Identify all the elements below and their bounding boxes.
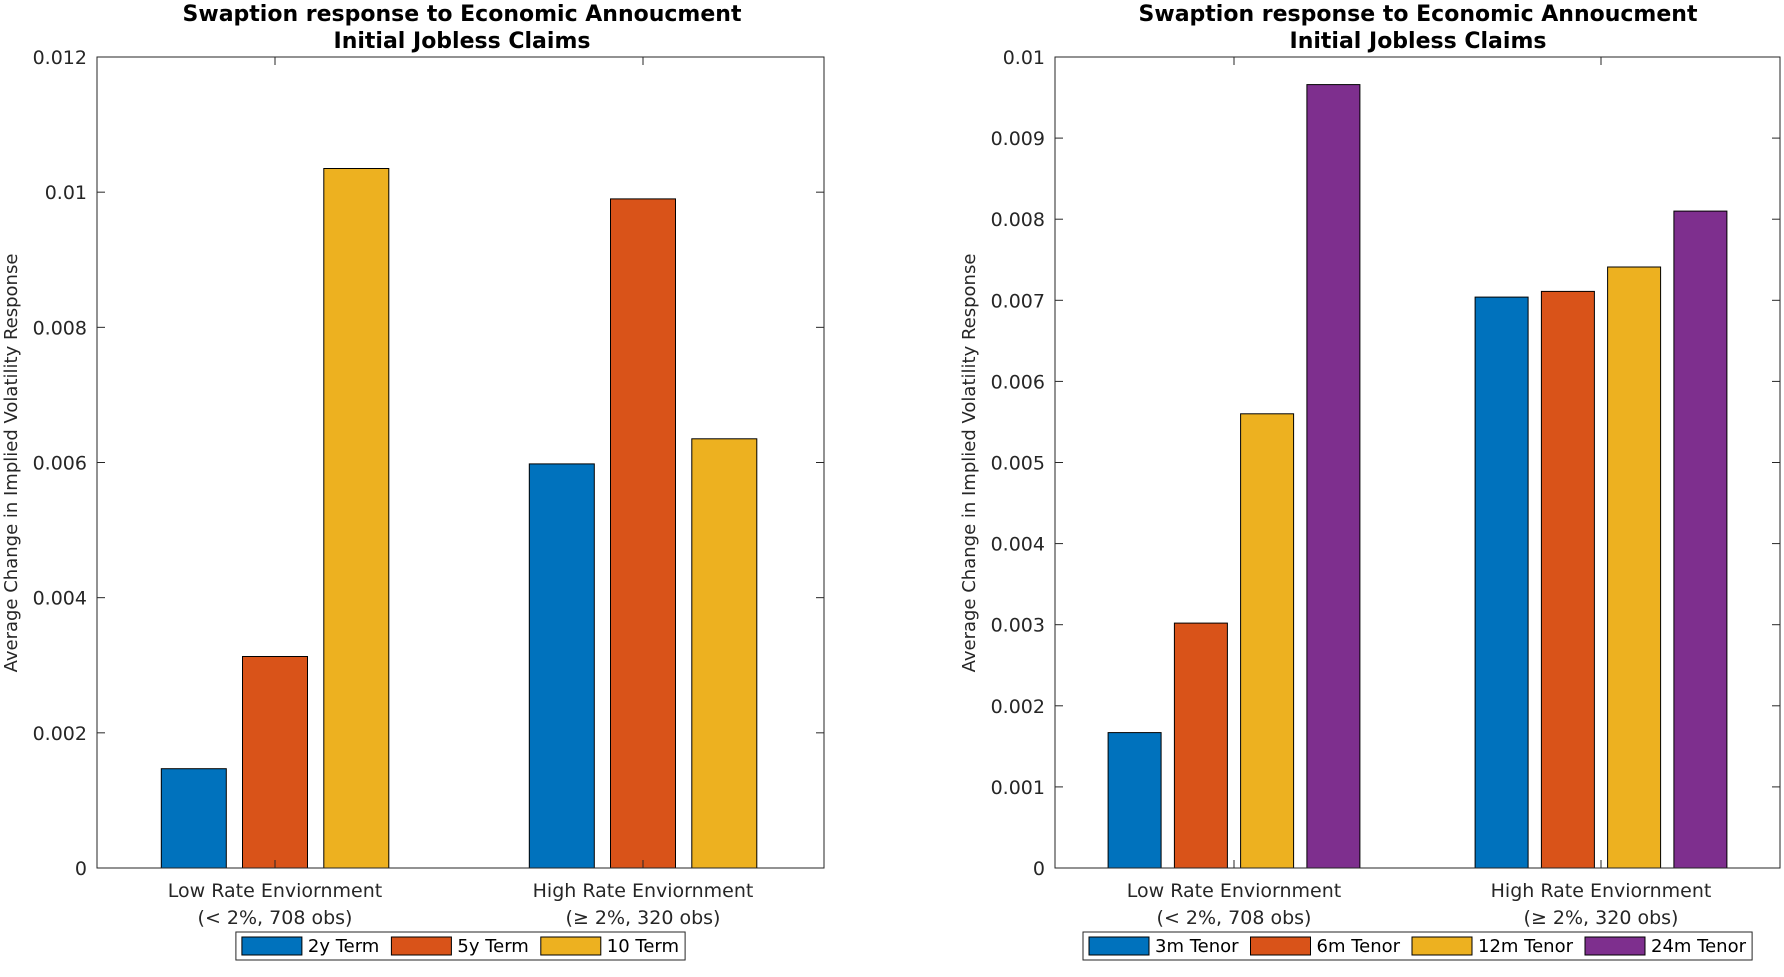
bar-6m-tenor-1 [1173,622,1228,869]
legend-label: 10 Term [607,936,679,957]
bar-12m-tenor-2 [1607,266,1662,869]
y-ticks: 0 0.001 0.002 0.003 0.004 0.005 0.006 0.007 0.00… [991,47,1780,880]
y-tick-label: 0.006 [33,453,87,475]
y-tick-label: 0.01 [1003,47,1045,69]
legend-label: 3m Tenor [1155,936,1239,957]
y-tick-label: 0.01 [45,182,87,204]
x-tick-label: Low Rate Enviornment [1127,880,1341,902]
bar-3m-tenor-1 [1107,732,1162,869]
x-tick-sublabel: (< 2%, 708 obs) [1157,907,1312,929]
y-axis-label: Average Change in Implied Volatility Res… [1,254,22,673]
y-tick-label: 0.008 [33,317,87,339]
chart-title: Swaption response to Economic Annoucment [183,2,742,27]
legend-swatch [241,936,303,956]
legend-label: 5y Term [457,936,528,957]
legend-swatch [390,936,452,956]
y-tick-label: 0.002 [33,723,87,745]
bar-24m-tenor-1 [1306,84,1361,869]
y-tick-label: 0.001 [991,777,1045,799]
y-tick-label: 0.003 [991,615,1045,637]
x-tick-sublabel: (≥ 2%, 320 obs) [566,907,721,929]
bar-2y-term-2 [528,463,595,869]
y-tick-label: 0.004 [33,588,87,610]
y-tick-label: 0.004 [991,534,1045,556]
y-tick-label: 0.002 [991,696,1045,718]
x-tick-label: High Rate Enviornment [1491,880,1712,902]
chart-term: Swaption response to Economic Annoucment… [1,2,825,961]
x-tick-label: Low Rate Enviornment [168,880,382,902]
bar-5y-term-1 [242,656,308,869]
x-ticks: Low Rate Enviornment (< 2%, 708 obs) High … [1127,57,1712,929]
y-tick-label: 0.008 [991,209,1045,231]
y-tick-label: 0.006 [991,371,1045,393]
y-tick-label: 0.009 [991,128,1045,150]
legend: 3m Tenor 6m Tenor 12m Tenor 24m Tenor [1082,931,1753,961]
legend-box [235,931,686,961]
bars [1107,84,1728,869]
bars [160,168,758,869]
y-tick-label: 0.007 [991,290,1045,312]
bar-3m-tenor-2 [1474,296,1529,869]
legend-label: 12m Tenor [1478,936,1574,957]
x-ticks: Low Rate Enviornment (< 2%, 708 obs) High … [168,57,754,929]
legend-label: 6m Tenor [1317,936,1401,957]
legend-swatch [1088,936,1150,956]
legend-swatch [1584,936,1646,956]
legend-label: 2y Term [308,936,379,957]
chart-subtitle: Initial Jobless Claims [1290,29,1547,54]
bar-6m-tenor-2 [1540,290,1595,869]
x-tick-sublabel: (≥ 2%, 320 obs) [1524,907,1679,929]
chart-tenor: Swaption response to Economic Annoucment… [959,2,1781,961]
bar-5y-term-2 [610,198,676,869]
bar-10-term-1 [323,168,390,869]
y-tick-label: 0.012 [33,47,87,69]
y-axis-label: Average Change in Implied Volatility Res… [959,254,980,673]
bar-24m-tenor-2 [1673,210,1728,869]
legend-swatch [1250,936,1311,956]
bar-12m-tenor-1 [1240,413,1295,869]
chart-title: Swaption response to Economic Annoucment [1139,2,1698,27]
legend-label: 24m Tenor [1651,936,1747,957]
chart-subtitle: Initial Jobless Claims [334,29,591,54]
y-ticks: 0 0.002 0.004 0.006 0.008 0.01 0.012 [33,47,824,880]
bar-2y-term-1 [160,768,227,869]
y-tick-label: 0 [1033,858,1045,880]
legend-swatch [540,936,602,956]
y-tick-label: 0.005 [991,453,1045,475]
legend: 2y Term 5y Term 10 Term [235,931,686,961]
legend-swatch [1411,936,1473,956]
x-tick-label: High Rate Enviornment [533,880,754,902]
y-tick-label: 0 [75,858,87,880]
x-tick-sublabel: (< 2%, 708 obs) [198,907,353,929]
bar-10-term-2 [691,438,758,869]
